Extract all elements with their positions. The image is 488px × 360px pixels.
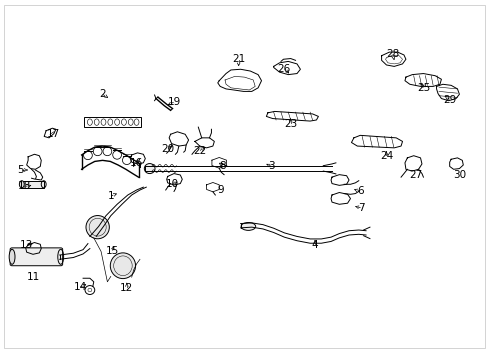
Text: 6: 6 bbox=[356, 186, 363, 197]
Text: 16: 16 bbox=[130, 158, 143, 168]
Text: 9: 9 bbox=[217, 185, 224, 195]
Text: 23: 23 bbox=[284, 118, 297, 129]
Text: 28: 28 bbox=[386, 49, 399, 59]
Ellipse shape bbox=[20, 181, 24, 188]
Text: 21: 21 bbox=[232, 54, 245, 64]
Text: 24: 24 bbox=[379, 151, 392, 161]
Text: 20: 20 bbox=[161, 144, 174, 154]
Text: 13: 13 bbox=[20, 240, 33, 250]
Text: 3: 3 bbox=[267, 161, 274, 171]
Text: 27: 27 bbox=[408, 170, 422, 180]
Ellipse shape bbox=[241, 222, 255, 230]
Text: 5: 5 bbox=[18, 165, 24, 175]
Ellipse shape bbox=[144, 163, 155, 174]
Ellipse shape bbox=[86, 216, 109, 239]
Ellipse shape bbox=[9, 249, 15, 264]
Text: 1: 1 bbox=[107, 191, 114, 201]
Text: 18: 18 bbox=[18, 181, 31, 192]
Text: 8: 8 bbox=[219, 161, 225, 171]
Bar bbox=[22, 181, 43, 188]
Text: 17: 17 bbox=[47, 129, 61, 139]
Text: 26: 26 bbox=[277, 64, 290, 73]
Bar bbox=[84, 117, 141, 127]
Text: 10: 10 bbox=[165, 179, 179, 189]
Text: 4: 4 bbox=[311, 240, 318, 250]
FancyBboxPatch shape bbox=[10, 248, 62, 266]
Text: 30: 30 bbox=[452, 170, 465, 180]
Text: 14: 14 bbox=[73, 282, 86, 292]
Text: 15: 15 bbox=[105, 246, 119, 256]
Text: 2: 2 bbox=[99, 89, 105, 99]
Text: 29: 29 bbox=[442, 95, 455, 105]
Text: 22: 22 bbox=[193, 146, 206, 156]
Text: 11: 11 bbox=[26, 272, 40, 282]
Text: 25: 25 bbox=[416, 83, 429, 93]
Text: 19: 19 bbox=[167, 97, 180, 107]
Text: 7: 7 bbox=[357, 203, 364, 213]
Text: 12: 12 bbox=[120, 283, 133, 293]
Ellipse shape bbox=[110, 253, 135, 279]
